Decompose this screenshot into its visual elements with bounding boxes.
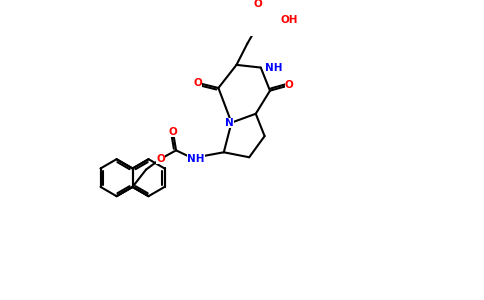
Text: O: O: [168, 127, 177, 137]
Text: N: N: [225, 118, 234, 128]
Text: O: O: [194, 78, 202, 88]
Text: O: O: [156, 154, 165, 164]
Text: O: O: [254, 0, 262, 9]
Text: OH: OH: [280, 15, 298, 25]
Text: NH: NH: [187, 154, 205, 164]
Text: O: O: [285, 80, 294, 90]
Text: NH: NH: [265, 63, 283, 73]
